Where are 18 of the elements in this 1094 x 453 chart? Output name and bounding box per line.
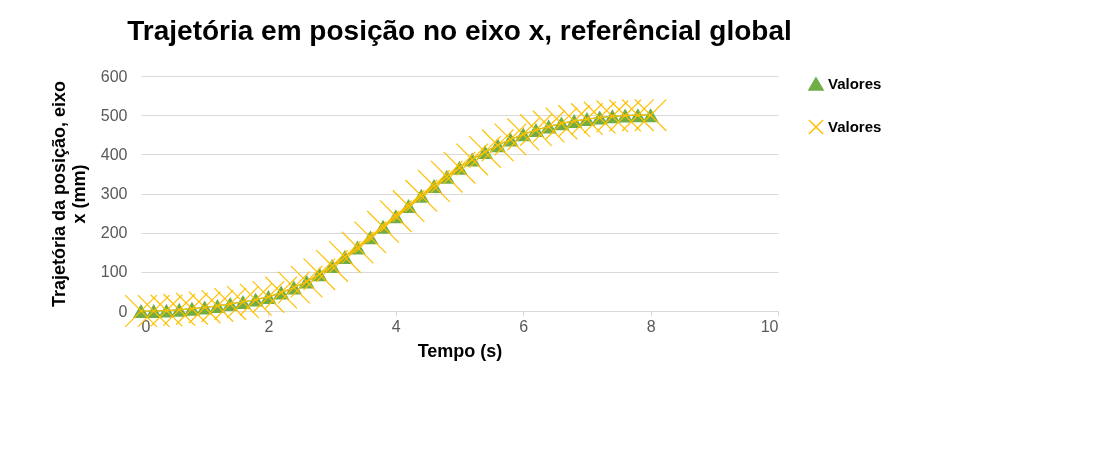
y-tick-label: 300 <box>100 185 128 202</box>
y-tick-label: 100 <box>100 263 128 281</box>
x-tick-label: 2 <box>264 317 274 335</box>
y-tick-label: 0 <box>118 302 128 320</box>
y-tick-label: 500 <box>100 106 128 124</box>
x-tick-label: 6 <box>519 317 529 335</box>
y-tick-label: 200 <box>100 224 128 242</box>
legend-label: Valores <box>828 118 882 135</box>
x-tick-label: 8 <box>646 317 656 335</box>
x-tick-label: 4 <box>391 317 401 335</box>
legend-label: Valores <box>828 75 882 92</box>
chart-title: Trajetória em posição no eixo x, referêncial global <box>127 15 792 46</box>
y-tick-label: 400 <box>100 145 128 163</box>
x-axis-title: Tempo (s) <box>417 340 503 361</box>
x-tick-label: 0 <box>141 317 151 335</box>
x-tick-label: 10 <box>760 317 779 335</box>
y-axis-title: Trajetória da posição, eixo x (mm) <box>48 80 89 308</box>
y-tick-label: 600 <box>100 67 128 85</box>
